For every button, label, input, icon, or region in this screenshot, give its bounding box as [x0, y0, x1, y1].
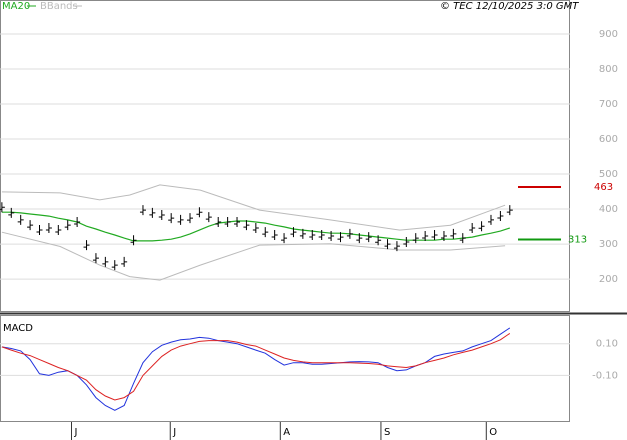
price-bar — [187, 213, 193, 224]
y-tick-label: 400 — [599, 204, 618, 215]
bband-upper — [1, 184, 506, 231]
price-bar — [45, 222, 52, 233]
macd-line — [1, 327, 511, 411]
y-tick-label: 500 — [599, 169, 618, 180]
level-label: 313 — [568, 235, 587, 246]
macd-panel — [0, 315, 570, 422]
price-bar — [196, 207, 203, 218]
level-label: 463 — [594, 182, 613, 193]
price-bar — [346, 228, 353, 239]
price-bar — [365, 232, 372, 243]
y-tick-label: 300 — [599, 239, 618, 250]
price-bar — [243, 220, 250, 231]
macd-line — [1, 332, 511, 401]
x-tick-label: J — [73, 427, 77, 438]
price-bar — [459, 233, 466, 244]
price-bar — [74, 217, 81, 228]
price-bar — [177, 214, 184, 225]
price-bar — [92, 253, 99, 264]
price-bar — [0, 202, 5, 213]
price-bar — [205, 212, 212, 223]
price-bar — [111, 260, 118, 271]
macd-title: MACD — [3, 323, 33, 334]
y-tick-label: 200 — [599, 274, 618, 285]
price-bar — [328, 231, 335, 242]
price-bar — [393, 241, 400, 252]
price-bar — [356, 233, 363, 244]
price-bar — [262, 227, 269, 238]
x-tick-label: S — [384, 427, 390, 438]
price-bar — [412, 233, 419, 244]
price-bar — [130, 235, 137, 246]
price-bar — [121, 256, 128, 267]
y-tick-label: 800 — [599, 64, 618, 75]
price-bar — [252, 222, 259, 233]
y-tick-label: -0.10 — [592, 370, 618, 381]
price-bar — [318, 229, 325, 240]
price-bar — [215, 217, 222, 228]
price-bar — [271, 229, 278, 240]
source: © TEC 12/10/2025 3:0 GMT — [440, 1, 579, 12]
y-tick-label: 0.10 — [596, 339, 618, 350]
price-bar — [469, 222, 476, 233]
price-bar — [440, 231, 447, 242]
price-bar — [55, 225, 62, 236]
price-bar — [36, 225, 43, 236]
y-tick-label: 700 — [599, 99, 618, 110]
price-bar — [450, 228, 457, 239]
price-bar — [8, 207, 15, 218]
price-bar — [139, 205, 146, 216]
price-bar — [17, 214, 24, 225]
price-bar — [290, 227, 297, 238]
x-tick-label: O — [489, 427, 497, 438]
price-bar — [224, 217, 231, 228]
price-bar — [375, 235, 382, 246]
price-bar — [478, 221, 485, 232]
price-bar — [27, 220, 34, 231]
price-bar — [168, 213, 175, 224]
legend-label: MA20 — [2, 1, 30, 12]
price-bar — [234, 217, 241, 228]
x-tick-label: A — [283, 427, 290, 438]
price-bar — [431, 229, 438, 240]
price-bar — [309, 229, 316, 240]
price-bar — [497, 211, 504, 222]
price-panel — [0, 0, 570, 312]
price-bar — [102, 256, 109, 267]
price-bar — [281, 233, 288, 244]
y-tick-label: 600 — [599, 134, 618, 145]
price-bar — [487, 214, 494, 225]
price-bar — [149, 207, 156, 218]
price-bar — [337, 232, 344, 243]
price-bar — [422, 231, 429, 242]
x-tick-label: J — [172, 427, 176, 438]
price-bar — [403, 236, 410, 247]
price-bar — [384, 239, 391, 250]
price-bar — [506, 205, 513, 216]
price-bar — [158, 210, 165, 221]
bband-lower — [1, 231, 506, 281]
legend-label: BBands — [40, 1, 78, 12]
price-bar — [299, 228, 306, 239]
price-bar — [64, 220, 71, 231]
y-tick-label: 900 — [599, 29, 618, 40]
price-bar — [83, 240, 90, 251]
